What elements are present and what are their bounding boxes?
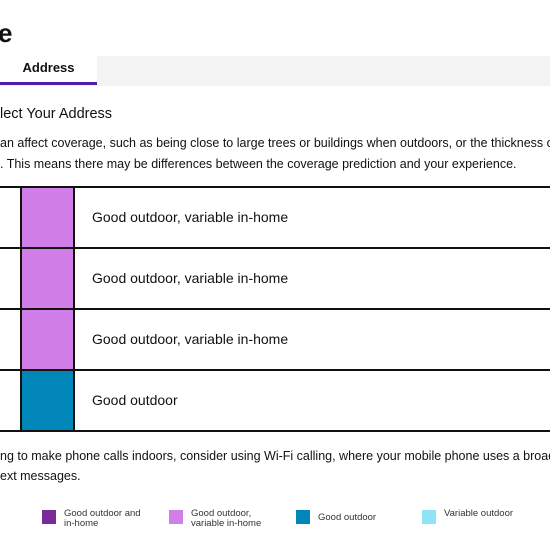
coverage-label: Good outdoor, variable in-home [92, 331, 289, 347]
legend-label: Variable outdoor [444, 508, 514, 519]
table-row: Good outdoor [0, 371, 550, 432]
section-heading: lect Your Address [0, 106, 113, 122]
legend-label: Good outdoor [318, 512, 377, 523]
legend-label: Good outdoor and in-home [64, 508, 141, 529]
table-cell [0, 249, 22, 308]
legend-swatch [422, 510, 436, 524]
tab[interactable]: Address [0, 56, 97, 85]
coverage-swatch [22, 310, 75, 369]
legend-swatch [296, 510, 310, 524]
coverage-swatch [22, 371, 75, 430]
legend-swatch [169, 510, 183, 524]
coverage-swatch [22, 249, 75, 308]
table-row: Good outdoor, variable in-home [0, 249, 550, 310]
coverage-table: Good outdoor, variable in-home Good outdo… [0, 186, 550, 432]
table-cell [0, 310, 22, 369]
table-cell [0, 371, 22, 430]
table-row: Good outdoor, variable in-home [0, 186, 550, 249]
legend-swatch [42, 510, 56, 524]
table-row: Good outdoor, variable in-home [0, 310, 550, 371]
legend-label: Good outdoor, variable in-home [191, 508, 262, 529]
coverage-label: Good outdoor, variable in-home [92, 270, 289, 286]
intro-text: . This means there may be differences be… [0, 157, 517, 171]
coverage-label: Good outdoor, variable in-home [92, 209, 289, 225]
coverage-swatch [22, 188, 75, 247]
page-title: e [0, 18, 13, 48]
table-cell [0, 188, 22, 247]
coverage-label: Good outdoor [92, 392, 178, 408]
intro-text: an affect coverage, such as being close … [0, 136, 550, 150]
note-text: ext messages. [0, 469, 81, 483]
note-text: ng to make phone calls indoors, consider… [0, 449, 550, 463]
